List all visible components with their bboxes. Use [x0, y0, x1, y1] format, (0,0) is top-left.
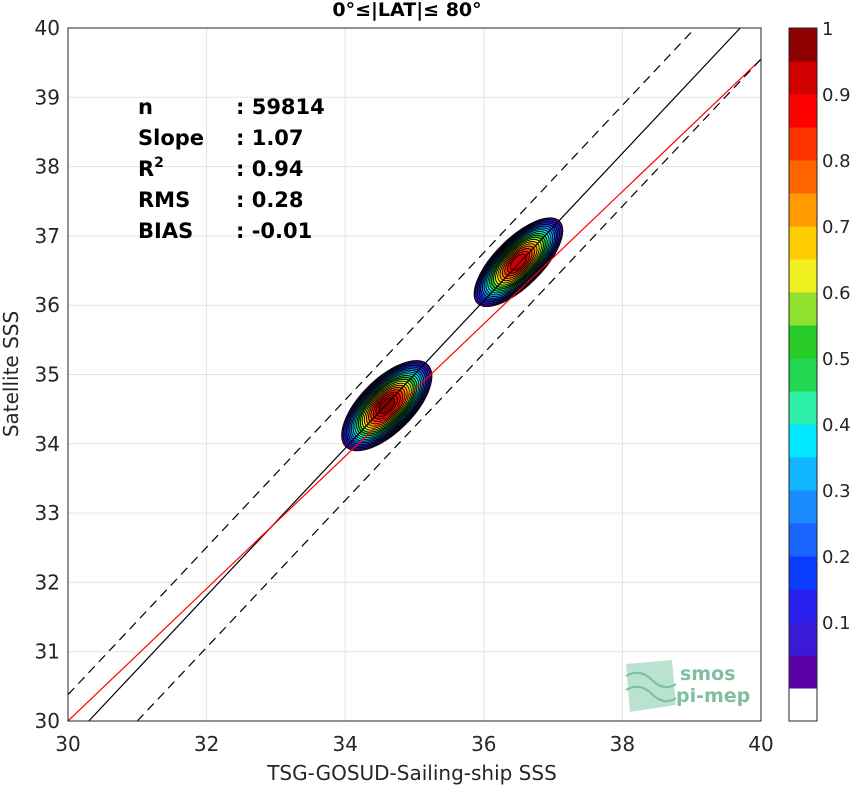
colorbar-tick-label: 0.4 [822, 415, 851, 436]
colorbar-segment [789, 160, 817, 194]
stat-label: BIAS [138, 219, 193, 243]
y-tick-label: 31 [35, 640, 60, 664]
colorbar-tick-label: 0.2 [822, 547, 851, 568]
y-tick-label: 40 [35, 16, 60, 40]
stat-value: : -0.01 [236, 219, 312, 243]
stat-value: : 0.28 [236, 188, 304, 212]
colorbar-segment [789, 325, 817, 359]
colorbar-segment [789, 655, 817, 689]
stat-value: : 0.94 [236, 157, 304, 181]
smos-pimep-logo: smos pi-mep [625, 660, 750, 712]
colorbar [788, 27, 818, 722]
colorbar-segment [789, 424, 817, 458]
y-tick-label: 39 [35, 85, 60, 109]
x-tick-label: 40 [748, 732, 773, 756]
colorbar-tick-label: 0.5 [822, 349, 851, 370]
plot-frame [67, 27, 762, 722]
colorbar-segment [789, 193, 817, 227]
lower-bound-line [136, 58, 761, 721]
stat-value: : 1.07 [236, 126, 304, 150]
colorbar-tick-label: 0.1 [822, 613, 851, 634]
stat-superscript: 2 [154, 155, 164, 171]
colorbar-segment [789, 589, 817, 623]
stat-value: : 59814 [236, 95, 325, 119]
colorbar-tick-label: 0.8 [822, 151, 851, 172]
colorbar-segment [789, 391, 817, 425]
colorbar-segment [789, 226, 817, 260]
stat-label: n [138, 95, 153, 119]
regression-line [68, 58, 761, 721]
grid [68, 28, 761, 721]
chart-title: 0°≤|LAT|≤ 80° [332, 0, 481, 21]
colorbar-tick-label: 0.7 [822, 217, 851, 238]
colorbar-segment [789, 259, 817, 293]
colorbar-tick-label: 0.3 [822, 481, 851, 502]
upper-bound-line [68, 28, 696, 696]
y-tick-label: 35 [35, 363, 60, 387]
colorbar-segment [789, 622, 817, 656]
logo-wave-icon [625, 660, 677, 712]
x-tick-label: 38 [610, 732, 635, 756]
y-tick-label: 33 [35, 501, 60, 525]
colorbar-segment [789, 490, 817, 524]
x-axis-label: TSG-GOSUD-Sailing-ship SSS [266, 761, 557, 785]
x-tick-label: 34 [332, 732, 357, 756]
reference-lines [68, 28, 761, 721]
y-tick-label: 34 [35, 432, 60, 456]
colorbar-tick-label: 0.6 [822, 283, 851, 304]
y-tick-label: 37 [35, 224, 60, 248]
y-tick-labels: 30 31 32 33 34 35 36 37 38 39 40 [35, 16, 60, 733]
y-tick-label: 38 [35, 155, 60, 179]
colorbar-segment [789, 523, 817, 557]
colorbar-tick-labels: 0.1 0.2 0.3 0.4 0.5 0.6 0.7 0.8 0.9 1 [822, 19, 851, 634]
colorbar-segment [789, 457, 817, 491]
colorbar-segment [789, 556, 817, 590]
y-axis-label: Satellite SSS [0, 311, 23, 437]
x-tick-label: 32 [194, 732, 219, 756]
logo-text-pimep: pi-mep [676, 685, 750, 707]
colorbar-segment [789, 61, 817, 95]
y-tick-label: 36 [35, 293, 60, 317]
x-tick-labels: 30 32 34 36 38 40 [55, 732, 773, 756]
colorbar-segment [789, 292, 817, 326]
colorbar-tick-label: 0.9 [822, 85, 851, 106]
colorbar-tick-label: 1 [822, 19, 833, 40]
stat-label: Slope [138, 126, 204, 150]
colorbar-segment [789, 28, 817, 62]
x-tick-label: 30 [55, 732, 80, 756]
density-contour [510, 253, 527, 271]
colorbar-segment [789, 688, 817, 722]
colorbar-frame [788, 27, 818, 722]
identity-line [88, 28, 741, 721]
colorbar-segment [789, 358, 817, 392]
y-tick-label: 30 [35, 709, 60, 733]
density-contour [378, 397, 396, 415]
x-tick-label: 36 [471, 732, 496, 756]
stat-label: RMS [138, 188, 190, 212]
logo-text-smos: smos [680, 663, 735, 685]
y-tick-label: 32 [35, 570, 60, 594]
colorbar-segment [789, 94, 817, 128]
colorbar-segment [789, 127, 817, 161]
